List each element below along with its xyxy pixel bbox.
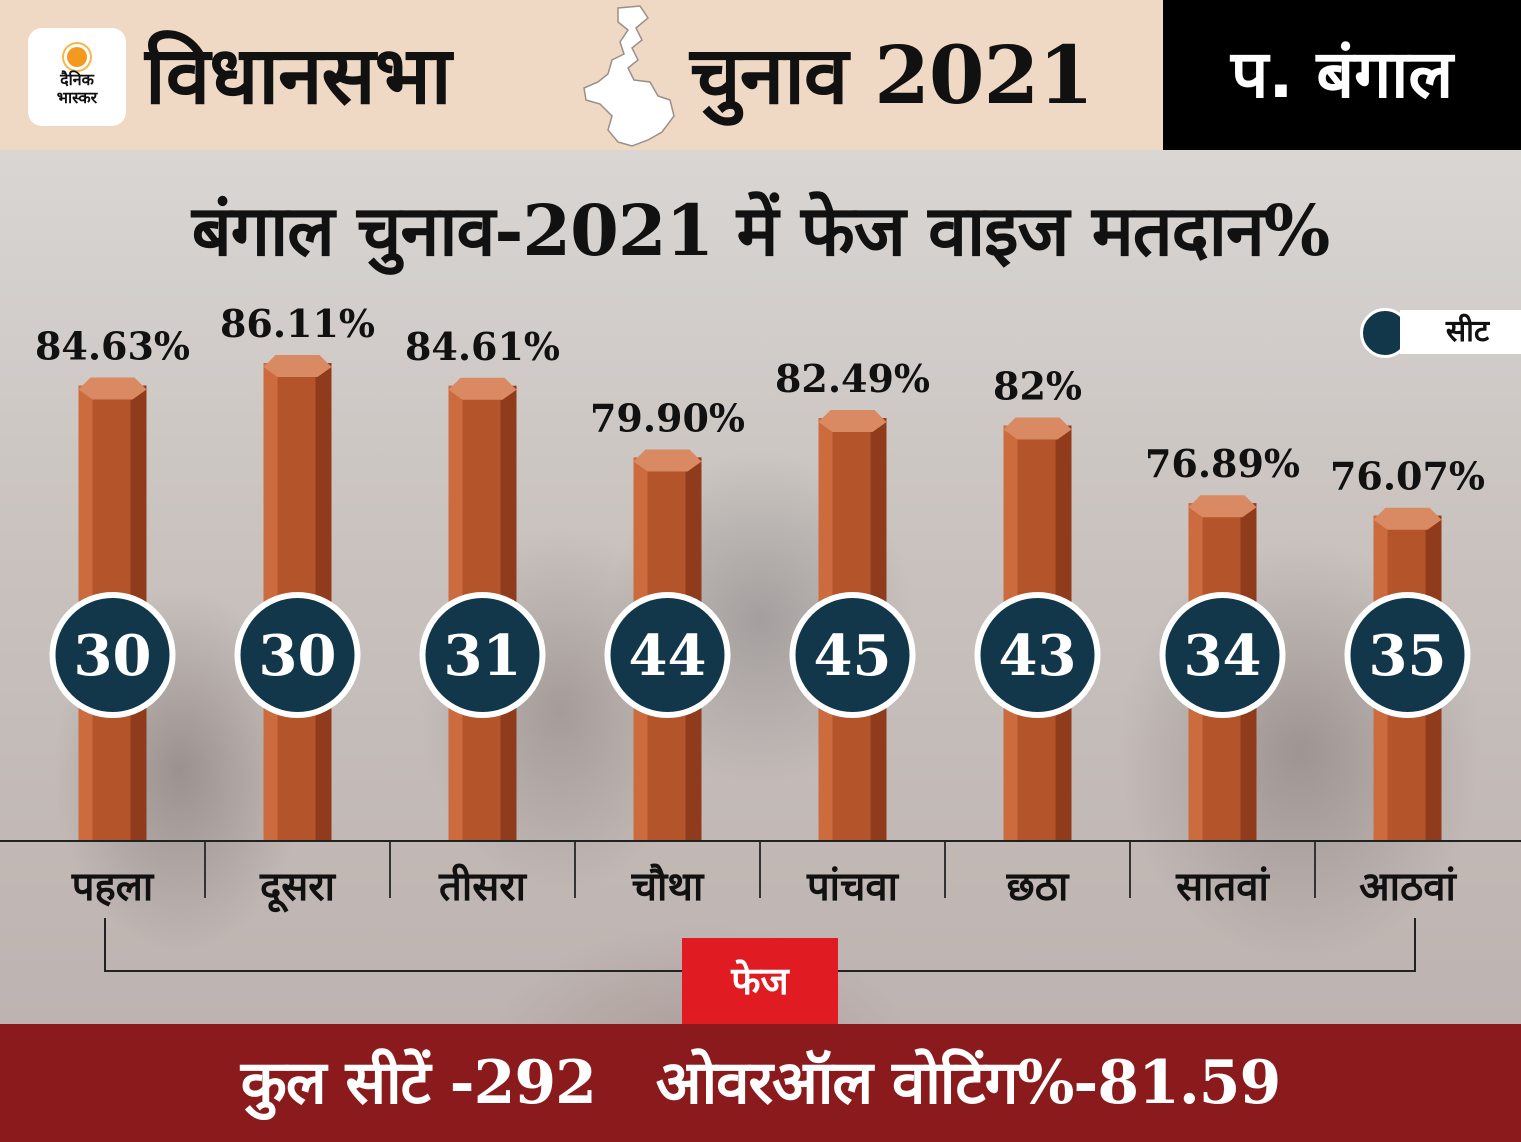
seat-circle bbox=[974, 592, 1101, 718]
seat-circle bbox=[234, 592, 361, 718]
bar-cap bbox=[818, 410, 887, 433]
seat-circle bbox=[49, 592, 176, 718]
seat-circle bbox=[419, 592, 546, 718]
footer-summary: कुल सीटें -292 ओवरऑल वोटिंग%-81.59 bbox=[0, 1024, 1521, 1142]
bar-cap bbox=[633, 449, 702, 472]
value-label: 82.49% bbox=[775, 356, 930, 401]
category-label: सातवां bbox=[1175, 864, 1270, 910]
bar-cap bbox=[1373, 507, 1442, 530]
value-label: 84.63% bbox=[35, 324, 190, 369]
value-label: 82% bbox=[993, 364, 1082, 409]
category-label: चौथा bbox=[631, 863, 705, 910]
value-label: 76.07% bbox=[1330, 454, 1485, 499]
bar-cap bbox=[1003, 417, 1072, 440]
logo-line-2: भास्कर bbox=[56, 88, 98, 107]
total-seats-text: कुल सीटें -292 bbox=[240, 1048, 597, 1118]
seat-count-label: 34 bbox=[1184, 623, 1262, 689]
seat-count-label: 45 bbox=[814, 623, 892, 689]
category-label: तीसरा bbox=[438, 863, 528, 910]
seat-count-label: 30 bbox=[74, 623, 152, 689]
value-label: 84.61% bbox=[405, 324, 560, 369]
category-label: छठा bbox=[1006, 864, 1070, 910]
seat-circle bbox=[1159, 592, 1286, 718]
seat-circle bbox=[1344, 592, 1471, 718]
seat-circle bbox=[789, 592, 916, 718]
overall-voting-text: ओवरऑल वोटिंग%-81.59 bbox=[655, 1048, 1281, 1118]
category-label: पहला bbox=[71, 864, 155, 910]
category-label: आठवां bbox=[1359, 864, 1457, 910]
sun-icon bbox=[67, 47, 87, 67]
state-badge: प. बंगाल bbox=[1163, 0, 1521, 150]
x-axis-line bbox=[0, 840, 1521, 842]
seat-count-label: 43 bbox=[999, 623, 1077, 689]
header-banner: दैनिक भास्कर विधानसभा चुनाव 2021 प. बंगा… bbox=[0, 0, 1521, 150]
bar-cap bbox=[78, 377, 147, 400]
category-label: पांचवा bbox=[806, 864, 900, 910]
chart-title: बंगाल चुनाव-2021 में फेज वाइज मतदान% bbox=[191, 189, 1331, 272]
bar-chart: 84.63% 30 पहला 86.11% 30 दूसरा 84.61% 31 तीसरा 79… bbox=[35, 301, 1485, 913]
seat-count-label: 30 bbox=[259, 623, 337, 689]
seat-count-label: 31 bbox=[444, 623, 522, 689]
seat-count-label: 44 bbox=[629, 623, 707, 689]
value-label: 76.89% bbox=[1145, 441, 1300, 486]
category-label: दूसरा bbox=[259, 864, 337, 913]
value-label: 79.90% bbox=[590, 395, 745, 440]
header-title-right: चुनाव 2021 bbox=[690, 28, 1094, 122]
legend: सीट bbox=[1360, 306, 1521, 358]
header-title-left: विधानसभा bbox=[145, 28, 452, 122]
seat-circle bbox=[604, 592, 731, 718]
legend-seat-label: सीट bbox=[1400, 310, 1521, 354]
bar-cap bbox=[263, 355, 332, 377]
bar-cap bbox=[448, 377, 517, 400]
x-axis-title: फेज bbox=[682, 938, 838, 1024]
seat-count-label: 35 bbox=[1369, 623, 1447, 689]
dainik-bhaskar-logo: दैनिक भास्कर bbox=[28, 28, 126, 126]
logo-line-1: दैनिक bbox=[60, 70, 94, 89]
west-bengal-map-icon bbox=[583, 5, 675, 147]
value-label: 86.11% bbox=[220, 301, 375, 346]
bar-cap bbox=[1188, 495, 1257, 518]
